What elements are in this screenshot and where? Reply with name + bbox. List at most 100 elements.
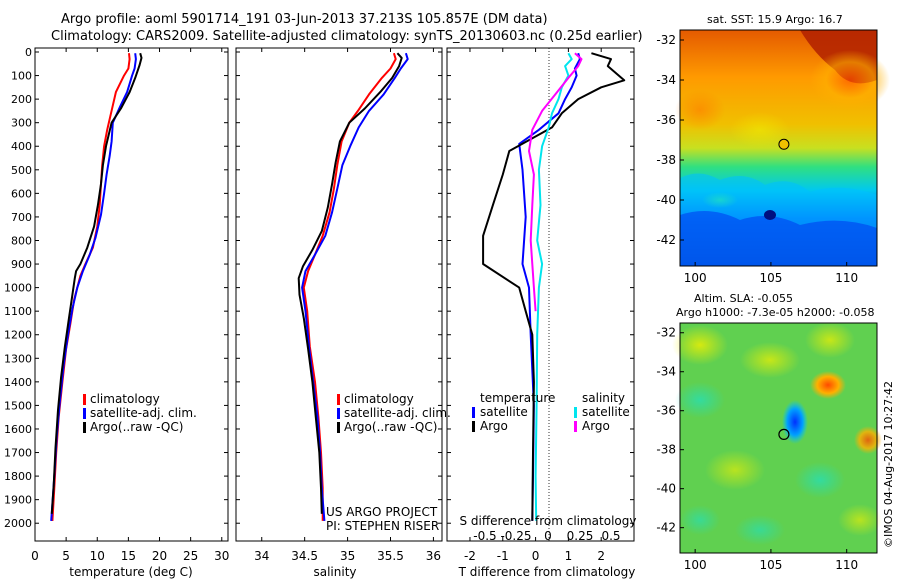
x-tick-label: -1 — [497, 549, 509, 563]
y-tick-label: 1200 — [4, 329, 32, 342]
map-y-tick-label: -38 — [656, 153, 676, 167]
series-line-satellite — [518, 52, 581, 521]
x-tick-label: 2 — [597, 549, 605, 563]
legend-swatch — [83, 408, 86, 419]
difference-x-ticks: -2 -1 0 1 2 — [464, 48, 605, 563]
sst-heatmap — [675, 30, 890, 266]
t-difference-xlabel: T difference from climatology — [458, 565, 636, 579]
salinity-xlabel: salinity — [313, 565, 356, 579]
map-x-tick-label: 110 — [835, 558, 858, 572]
legend-swatch — [574, 407, 577, 418]
legend-swatch — [83, 394, 86, 405]
y-tick-label: 1100 — [4, 305, 32, 318]
map-y-tick-label: -38 — [656, 443, 676, 457]
difference-panel: -2 -1 0 1 2 temperature salinitysatelliteArgo… — [446, 47, 637, 579]
legend-swatch — [337, 408, 340, 419]
y-tick-label: 400 — [11, 140, 32, 153]
y-tick-label: 600 — [11, 187, 32, 200]
x-tick-label: 15 — [121, 549, 136, 563]
legend-label: climatology — [344, 392, 414, 406]
salinity-lines — [297, 52, 409, 521]
x-tick-label: 10 — [90, 549, 105, 563]
x-tick-label: 34.5 — [291, 549, 318, 563]
y-tick-label: 100 — [11, 70, 32, 83]
map-x-tick-label: 105 — [759, 271, 782, 285]
map-y-tick-label: -36 — [656, 113, 676, 127]
y-tick-label: 1500 — [4, 399, 32, 412]
legend-group-salinity: salinity — [582, 391, 625, 405]
x-tick-label: 35.5 — [377, 549, 404, 563]
salinity-y-ticks — [236, 51, 442, 524]
temperature-xlabel: temperature (deg C) — [69, 565, 192, 579]
y-tick-label: 1900 — [4, 494, 32, 507]
y-tick-label: 300 — [11, 117, 32, 130]
legend-swatch — [83, 422, 86, 433]
salinity-panel: 34 34.5 35 35.5 36 salinity climatologysatel… — [235, 47, 451, 579]
series-line-satellite — [534, 52, 573, 521]
y-tick-label: 1000 — [4, 282, 32, 295]
s-difference-label: S difference from climatology — [460, 514, 637, 528]
temperature-x-ticks: 0 5 10 15 20 25 30 — [31, 48, 229, 563]
series-line-argo-raw-qc- — [297, 52, 403, 514]
y-tick-label: 500 — [11, 164, 32, 177]
temperature-lines — [50, 52, 143, 521]
y-tick-label: 900 — [11, 258, 32, 271]
y-tick-label: 0 — [25, 46, 32, 59]
legend-label: Argo — [480, 419, 508, 433]
sla-map-ticks: 100 105 110 -32 -34 -36 -38 -40 -42 — [656, 326, 858, 572]
series-line-climatology — [302, 52, 397, 521]
sst-argo-marker — [778, 138, 790, 150]
x-tick-label: 0 — [31, 549, 39, 563]
y-tick-label: 1600 — [4, 423, 32, 436]
s-tick-label: -0.5 — [473, 529, 496, 543]
s-tick-label: 0.25 — [567, 529, 594, 543]
series-line-satellite-adj-clim- — [50, 53, 137, 521]
legend-label: Argo(..raw -QC) — [344, 420, 437, 434]
map-y-tick-label: -40 — [656, 482, 676, 496]
legend-label: climatology — [90, 392, 160, 406]
difference-y-ticks — [447, 51, 634, 524]
legend-label: Argo — [582, 419, 610, 433]
series-line-climatology — [51, 53, 131, 521]
y-tick-label: 1700 — [4, 447, 32, 460]
sst-map-panel: sat. SST: 15.9 Argo: 16.7 100 105 110 -32 -3… — [656, 13, 890, 285]
legend-label: Argo(..raw -QC) — [90, 420, 183, 434]
s-tick-label: -0.25 — [500, 529, 531, 543]
y-tick-label: 800 — [11, 234, 32, 247]
y-tick-label: 700 — [11, 211, 32, 224]
map-y-tick-label: -42 — [656, 233, 676, 247]
project-annotation: US ARGO PROJECT — [326, 505, 438, 519]
map-x-tick-label: 105 — [759, 558, 782, 572]
s-tick-label: 0 — [544, 529, 552, 543]
map-y-tick-label: -34 — [656, 365, 676, 379]
x-tick-label: 0 — [532, 549, 540, 563]
y-tick-label: 200 — [11, 93, 32, 106]
difference-lines — [482, 52, 626, 521]
x-tick-label: 25 — [183, 549, 198, 563]
y-tick-label: 1400 — [4, 376, 32, 389]
sla-map-title: Altim. SLA: -0.055 — [694, 292, 793, 305]
x-tick-label: 20 — [152, 549, 167, 563]
sla-map-panel: Altim. SLA: -0.055 Argo h1000: -7.3e-05 … — [656, 292, 882, 572]
legend-label: satellite-adj. clim. — [344, 406, 451, 420]
series-line-satellite-adj-clim- — [301, 52, 409, 521]
map-y-tick-label: -42 — [656, 521, 676, 535]
legend-swatch — [472, 407, 475, 418]
x-tick-label: 34 — [254, 549, 269, 563]
sst-map-frame — [679, 29, 878, 267]
temperature-plot-frame — [34, 47, 229, 542]
s-tick-label: 0.5 — [601, 529, 620, 543]
legend-swatch — [337, 422, 340, 433]
s-difference-tick-labels: -0.5 -0.25 0 0.25 0.5 — [473, 529, 620, 543]
difference-plot-frame — [446, 47, 635, 542]
temperature-y-ticks: 0 100 200 300 400 500 600 700 800 900 1000 1100 1200… — [4, 46, 228, 530]
temperature-panel: 0100200300400500600700800900100011001200… — [4, 46, 229, 579]
map-y-tick-label: -36 — [656, 404, 676, 418]
legend-label: satellite-adj. clim. — [90, 406, 197, 420]
sst-map-ticks: 100 105 110 -32 -34 -36 -38 -40 -42 — [656, 33, 858, 285]
legend-swatch — [574, 421, 577, 432]
legend-group-temperature: temperature — [480, 391, 555, 405]
sla-argo-marker — [778, 428, 790, 440]
